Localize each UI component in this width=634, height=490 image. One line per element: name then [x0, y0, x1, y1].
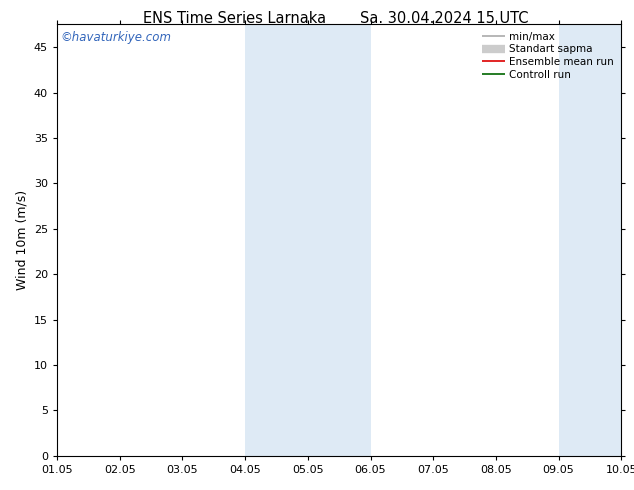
Y-axis label: Wind 10m (m/s): Wind 10m (m/s) — [15, 190, 29, 290]
Text: ENS Time Series Larnaka: ENS Time Series Larnaka — [143, 11, 326, 26]
Bar — [559, 24, 621, 456]
Legend: min/max, Standart sapma, Ensemble mean run, Controll run: min/max, Standart sapma, Ensemble mean r… — [480, 30, 616, 82]
Text: Sa. 30.04.2024 15 UTC: Sa. 30.04.2024 15 UTC — [359, 11, 528, 26]
Bar — [245, 24, 370, 456]
Text: ©havaturkiye.com: ©havaturkiye.com — [60, 31, 171, 44]
